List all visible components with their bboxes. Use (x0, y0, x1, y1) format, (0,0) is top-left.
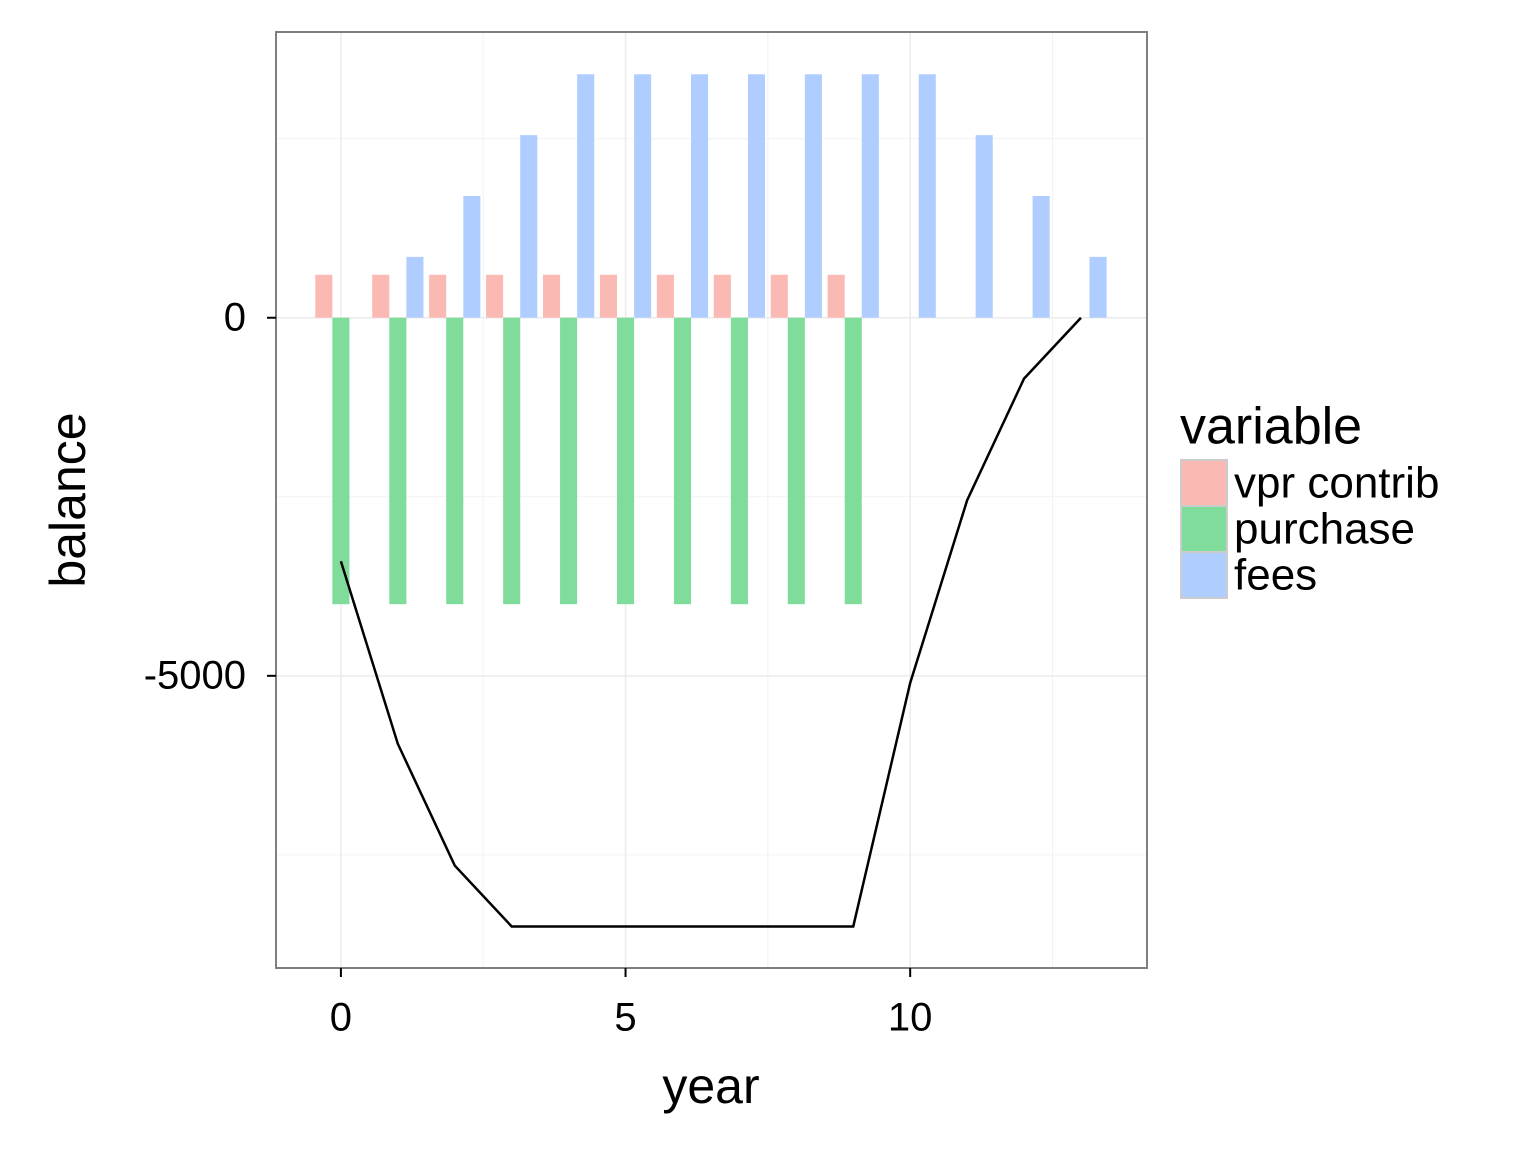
y-axis-title: balance (40, 412, 96, 587)
balance-line (339, 316, 1082, 928)
bar (861, 74, 879, 318)
marks (315, 74, 1107, 928)
x-tick-label: 10 (888, 996, 933, 1040)
legend-key (1180, 505, 1228, 553)
bar (804, 74, 822, 318)
bar (389, 317, 407, 605)
bar (429, 274, 447, 318)
bar (747, 74, 766, 318)
bar (577, 74, 595, 318)
bar (634, 74, 652, 318)
legend-label: purchase (1234, 505, 1415, 554)
bar (446, 317, 464, 605)
bar (486, 274, 504, 318)
bar (1089, 256, 1107, 318)
legend-label: fees (1234, 551, 1317, 600)
legend-key (1180, 551, 1228, 599)
legend-title: variable (1180, 398, 1362, 456)
bar (827, 274, 845, 318)
bar (673, 317, 692, 605)
bar (787, 317, 805, 605)
bar (844, 317, 862, 605)
bar (332, 317, 350, 605)
plot-border (275, 31, 1148, 969)
y-tick-label: 0 (224, 295, 246, 339)
bar (315, 274, 333, 318)
bar (656, 274, 674, 318)
bar (542, 274, 561, 318)
bar (1032, 195, 1050, 318)
bar (520, 135, 538, 318)
bar (691, 74, 709, 318)
bar (730, 317, 748, 605)
bar (918, 74, 936, 318)
bar (975, 135, 993, 318)
bar (503, 317, 521, 605)
bar (713, 274, 731, 318)
x-tick-label: 5 (614, 996, 636, 1040)
x-tick-label: 0 (330, 996, 352, 1040)
bar (599, 274, 617, 318)
legend-label: vpr contrib (1234, 459, 1439, 508)
legend-key (1180, 459, 1228, 507)
bar (372, 274, 390, 318)
bar (463, 195, 481, 318)
bar (616, 317, 635, 605)
x-axis-title: year (662, 1058, 759, 1114)
bar (770, 274, 788, 318)
bar (560, 317, 578, 605)
bar (406, 256, 424, 318)
y-tick-label: -5000 (144, 653, 246, 697)
plot-background (276, 32, 1147, 968)
